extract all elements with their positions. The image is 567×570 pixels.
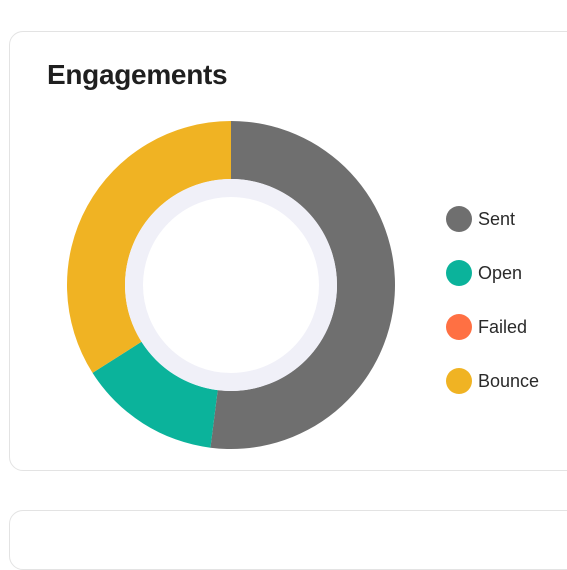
donut-chart [66, 120, 395, 449]
next-card [9, 510, 567, 570]
slice-sent[interactable] [210, 121, 395, 449]
donut-inner-ring [125, 179, 337, 391]
legend-swatch [446, 260, 472, 286]
slice-bounce[interactable] [66, 120, 231, 373]
legend-item-bounce[interactable]: Bounce [446, 354, 539, 408]
legend-swatch [446, 314, 472, 340]
legend-swatch [446, 368, 472, 394]
chart-legend: Sent Open Failed Bounce [446, 192, 539, 408]
legend-label: Sent [478, 208, 516, 229]
slice-open[interactable] [92, 341, 218, 448]
legend-label: Open [478, 262, 523, 283]
legend-label: Failed [478, 316, 528, 337]
legend-swatch [446, 206, 472, 232]
legend-item-open[interactable]: Open [446, 246, 539, 300]
legend-item-failed[interactable]: Failed [446, 300, 539, 354]
legend-label: Bounce [478, 370, 540, 391]
legend-item-sent[interactable]: Sent [446, 192, 539, 246]
engagements-card: Engagements Sent Open Failed Bounce [9, 31, 567, 471]
card-title: Engagements [47, 59, 228, 90]
